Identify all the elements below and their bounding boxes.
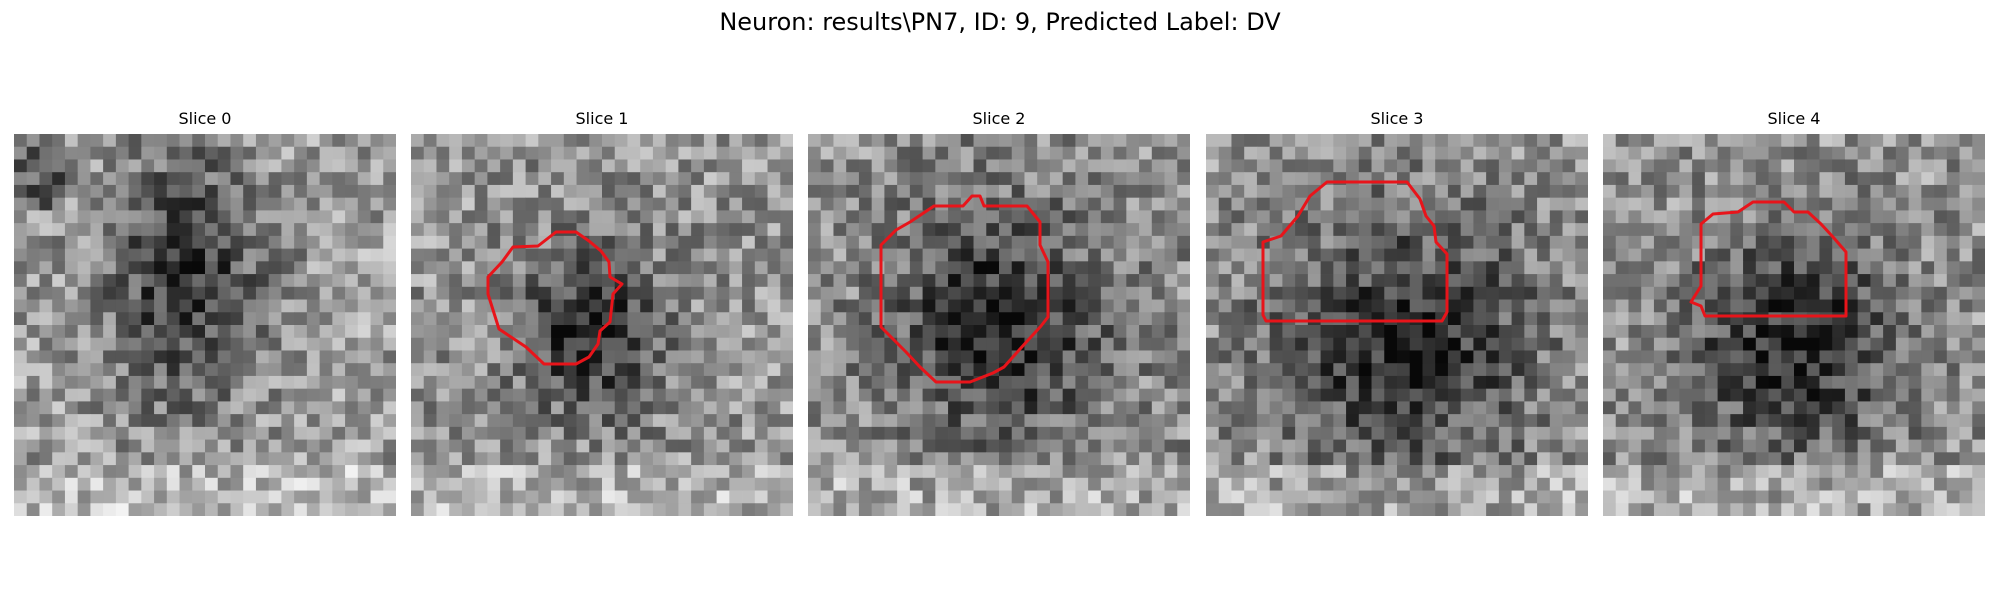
slice-1-image bbox=[411, 134, 793, 516]
figure-title: Neuron: results\PN7, ID: 9, Predicted La… bbox=[719, 8, 1281, 36]
slice-4-contour bbox=[1689, 200, 1848, 318]
slice-2-image bbox=[808, 134, 1190, 516]
panel-title-slice-0: Slice 0 bbox=[178, 109, 232, 128]
slice-2-contour bbox=[879, 194, 1050, 384]
panel-title-slice-1: Slice 1 bbox=[575, 109, 629, 128]
slice-3-contour bbox=[1261, 180, 1449, 323]
panel-title-slice-4: Slice 4 bbox=[1767, 109, 1821, 128]
slice-1-contour bbox=[486, 230, 624, 366]
slice-0-image bbox=[14, 134, 396, 516]
panel-title-slice-3: Slice 3 bbox=[1370, 109, 1424, 128]
panel-title-slice-2: Slice 2 bbox=[972, 109, 1026, 128]
slice-3-image bbox=[1206, 134, 1588, 516]
slice-4-image bbox=[1603, 134, 1985, 516]
